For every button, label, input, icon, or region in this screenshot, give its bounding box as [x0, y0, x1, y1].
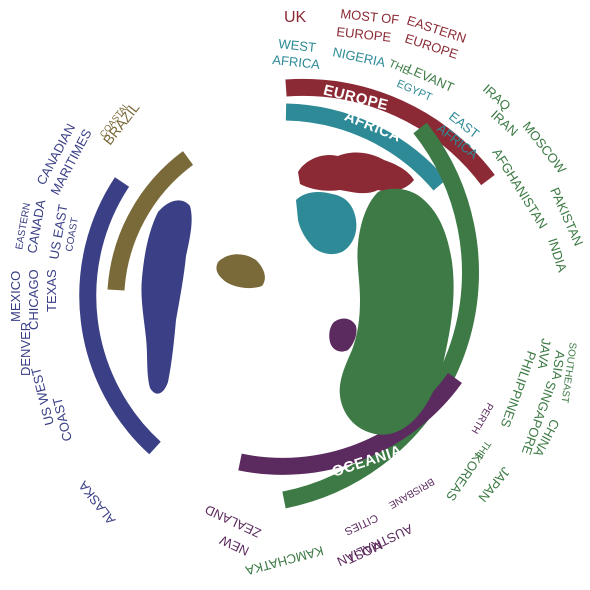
label-java: JAVA	[535, 338, 554, 371]
label-perth: PERTH	[469, 401, 495, 436]
label-india: INDIA	[545, 236, 570, 274]
europe-band	[285, 78, 495, 186]
label-west-africa-line2: AFRICA	[272, 52, 321, 72]
label-texas: TEXAS	[44, 269, 59, 312]
label-denver: DENVER	[18, 322, 33, 376]
asia-band	[282, 122, 479, 509]
label-moscow: MOSCOW	[520, 119, 570, 177]
asia-landmass	[339, 188, 454, 435]
africa-band	[285, 103, 447, 191]
label-alaska: ALASKA	[75, 478, 118, 527]
label-most-australian-cities-line3: CITIES	[343, 511, 380, 537]
oceania-band	[238, 373, 462, 475]
label-southeast-asia-line2: ASIA	[549, 350, 568, 382]
south-america-landmass	[216, 254, 265, 289]
label-new-zealand-line2: ZEALAND	[203, 502, 264, 541]
label-nigeria: NIGERIA	[331, 44, 387, 70]
label-west-africa-line1: WEST	[278, 36, 317, 55]
label-most-of-europe-line2: EUROPE	[336, 24, 392, 45]
north-america-band	[79, 177, 161, 455]
label-kamchatka: KAMCHATKA	[244, 543, 325, 578]
label-brisbane: BRISBANE	[386, 475, 436, 510]
europe-landmass	[298, 152, 414, 194]
label-most-of-europe-line1: MOST OF	[340, 6, 400, 27]
africa-landmass	[296, 192, 357, 255]
north-america-landmass	[141, 200, 192, 394]
oceania-landmass	[329, 318, 357, 352]
label-afghanistan: AFGHANISTAN	[489, 146, 550, 232]
label-japan: JAPAN	[475, 464, 513, 505]
label-iran: IRAN	[488, 107, 521, 139]
south-america-band	[107, 151, 194, 291]
label-uk: UK	[284, 9, 307, 26]
label-mexico: MEXICO	[8, 271, 23, 322]
label-chicago: CHICAGO	[26, 269, 41, 330]
